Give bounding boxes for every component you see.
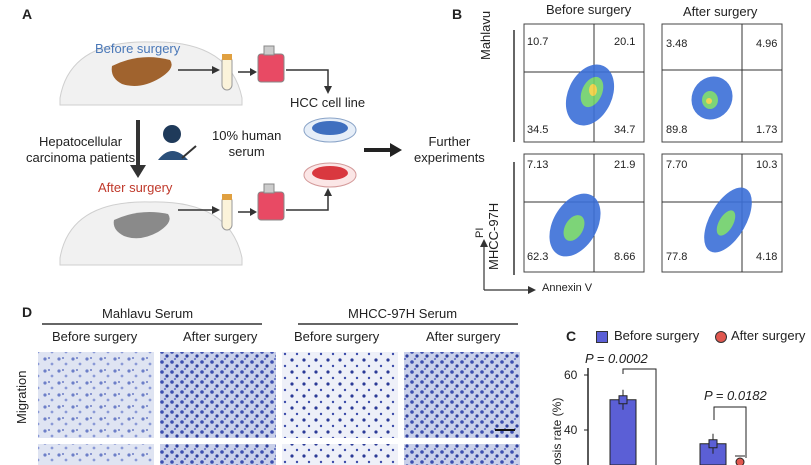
quad-hb-lr: 8.66 — [614, 251, 636, 263]
surgeon-icon — [163, 125, 181, 143]
panel-a-illustration — [59, 41, 402, 266]
tube-after-icon — [221, 195, 233, 231]
flask-after-icon — [257, 191, 285, 221]
quad-mb-ll: 34.5 — [527, 124, 549, 136]
quad-mb-lr: 34.7 — [614, 124, 636, 136]
panel-d-letter: D — [22, 304, 33, 320]
quad-ha-ul: 7.70 — [666, 159, 688, 171]
legend-after-swatch — [715, 331, 727, 343]
legend-before-label: Before surgery — [614, 328, 700, 343]
quad-mb-ul: 10.7 — [527, 36, 549, 48]
flow-cytometry-plots — [480, 23, 783, 294]
img-mhcc-before — [282, 352, 398, 438]
img-row2-2 — [160, 444, 276, 465]
c-ylabel: osis rate (%) — [550, 397, 564, 465]
quad-hb-ur: 21.9 — [614, 159, 636, 171]
row-mahlavu-label: Mahlavu — [478, 10, 493, 60]
quad-ha-ur: 10.3 — [756, 159, 778, 171]
liver-after-icon — [113, 212, 170, 239]
img-row2-1 — [38, 444, 154, 465]
point-after-1 — [735, 457, 745, 465]
p-value-1: P = 0.0002 — [585, 351, 648, 366]
sub-after-2: After surgery — [426, 329, 501, 344]
panel-c-letter: C — [566, 328, 577, 344]
legend-after-label: After surgery — [731, 328, 806, 343]
serum-label: 10% human serum — [212, 128, 282, 159]
apoptosis-bar-chart — [584, 368, 747, 465]
cell-line-label: HCC cell line — [290, 95, 366, 110]
sub-before-1: Before surgery — [52, 329, 138, 344]
c-tick-60: 60 — [564, 368, 578, 382]
quad-hb-ll: 62.3 — [527, 251, 549, 263]
group-mhcc-label: MHCC-97H Serum — [348, 306, 458, 321]
bar-before-0 — [609, 399, 637, 465]
annexin-axis-label: Annexin V — [542, 282, 593, 294]
img-row2-4 — [404, 444, 520, 465]
panel-a-letter: A — [22, 6, 33, 22]
quad-hb-ul: 7.13 — [527, 159, 549, 171]
c-tick-40: 40 — [564, 423, 578, 437]
quad-ma-lr: 1.73 — [756, 124, 778, 136]
group-mahlavu-label: Mahlavu Serum — [102, 306, 194, 321]
flask-before-icon — [257, 53, 285, 83]
quad-ma-ll: 89.8 — [666, 124, 688, 136]
col-before-label: Before surgery — [546, 2, 632, 17]
sig-bracket-1 — [622, 368, 657, 465]
migration-label: Migration — [14, 370, 29, 424]
quad-ma-ul: 3.48 — [666, 38, 688, 50]
pi-axis-label: PI — [474, 227, 486, 238]
sub-before-2: Before surgery — [294, 329, 380, 344]
sub-after-1: After surgery — [183, 329, 258, 344]
quad-ha-ll: 77.8 — [666, 251, 688, 263]
point-before-1 — [708, 439, 718, 449]
sig-bracket-2 — [713, 406, 747, 458]
row-mhcc-label: MHCC-97H — [486, 202, 501, 270]
quad-ha-lr: 4.18 — [756, 251, 778, 263]
quad-mb-ur: 20.1 — [614, 36, 636, 48]
legend-before-swatch — [596, 331, 608, 343]
after-surgery-label: After surgery — [98, 180, 173, 195]
tube-before-icon — [221, 55, 233, 91]
col-after-label: After surgery — [683, 4, 758, 19]
img-mhcc-after — [404, 352, 520, 438]
panel-b-letter: B — [452, 6, 463, 22]
img-mahlavu-after — [160, 352, 276, 438]
img-row2-3 — [282, 444, 398, 465]
before-surgery-label: Before surgery — [95, 41, 181, 56]
p-value-2: P = 0.0182 — [704, 388, 767, 403]
panel-d-images — [38, 323, 520, 465]
img-mahlavu-before — [38, 352, 154, 438]
quad-ma-ur: 4.96 — [756, 38, 778, 50]
liver-before-icon — [111, 57, 172, 86]
patients-label: Hepatocellular carcinoma patients — [26, 134, 136, 165]
point-before-0 — [618, 395, 628, 405]
further-experiments-label: Further experiments — [414, 134, 485, 165]
